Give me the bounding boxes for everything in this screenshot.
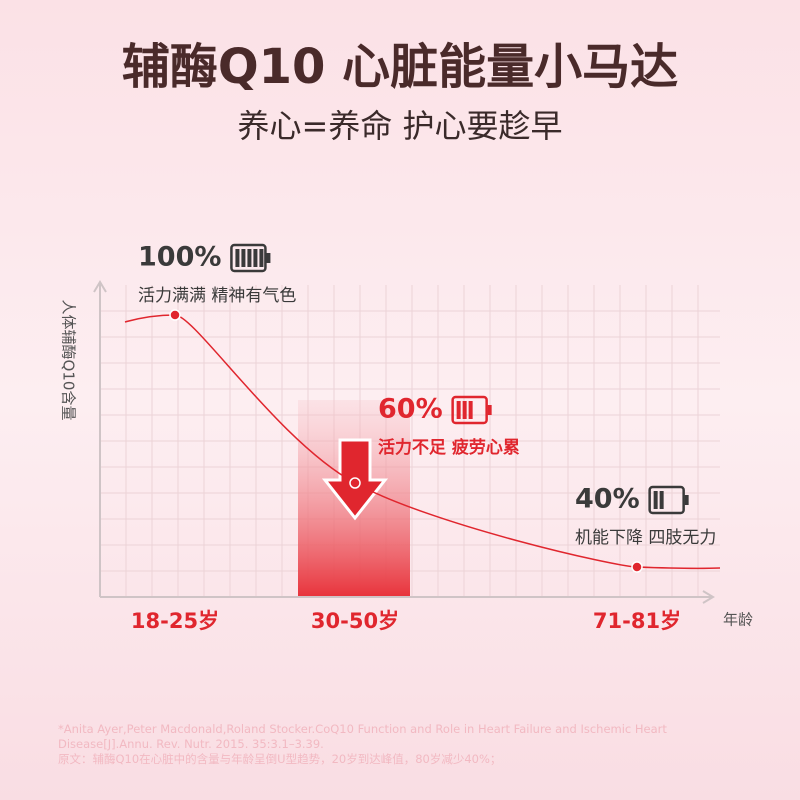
battery-bar [247,249,252,267]
battery-bar [462,401,467,419]
footnote-note: 原文：辅酶Q10在心脏中的含量与年龄呈倒U型趋势，20岁到达峰值，80岁减少40… [58,752,502,766]
x-tick-label: 18-25岁 [131,609,219,633]
x-axis-label: 年龄 [723,611,753,629]
data-point [169,309,181,321]
x-tick-label: 71-81岁 [593,609,681,633]
battery-tip [684,495,689,505]
curve-tail [636,566,721,570]
x-tick-label: 30-50岁 [311,609,399,633]
battery-bar [253,249,258,267]
curve-tail [124,314,176,323]
battery-bar [235,249,240,267]
title: 辅酶Q10 心脏能量小马达 [122,39,678,95]
battery-icon [451,395,488,425]
battery-bar [456,401,461,419]
annotation: 机能下降 四肢无力 [575,528,716,548]
data-point [631,561,643,573]
battery-bar [653,491,658,509]
chart: 辅酶Q10 心脏能量小马达 养心=养命 护心要趁早 人体辅酶Q10含量 年龄 1… [60,39,754,633]
subtitle: 养心=养命 护心要趁早 [238,107,563,145]
battery-tip [487,405,492,415]
value-label: 60% [378,394,443,425]
y-axis-label: 人体辅酶Q10含量 [60,300,78,421]
footnote: *Anita Ayer,Peter Macdonald,Roland Stock… [58,722,758,767]
footnote-ref: *Anita Ayer,Peter Macdonald,Roland Stock… [58,722,667,751]
battery-bar [241,249,246,267]
battery-icon [230,243,267,273]
battery-bar [659,491,664,509]
value-label: 100% [138,242,221,273]
battery-tip [266,253,271,263]
battery-icon [648,485,685,515]
annotation: 活力满满 精神有气色 [138,286,296,306]
x-arrow [702,590,715,604]
battery-bar [468,401,473,419]
y-arrow [93,280,107,293]
battery-bar [259,249,264,267]
value-label: 40% [575,484,640,515]
data-point [349,477,361,489]
annotation: 活力不足 疲劳心累 [378,437,520,458]
